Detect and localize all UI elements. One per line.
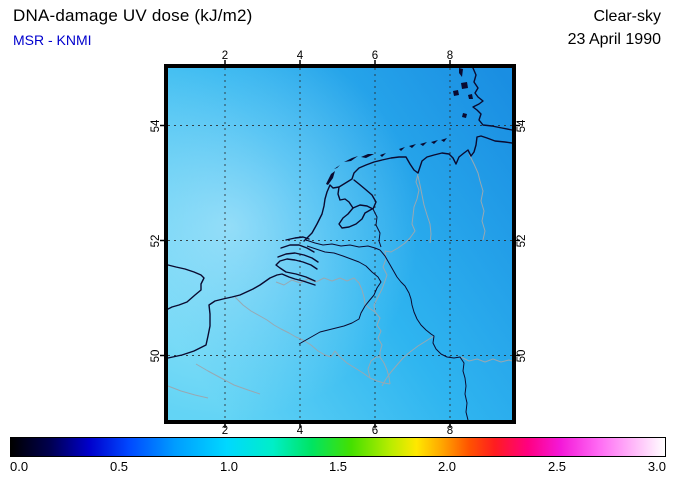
colorbar-tick-label: 0.0 (10, 459, 29, 474)
border-be-de-lux (374, 311, 391, 385)
lat-tick-label-right: 50 (516, 349, 528, 363)
lon-tick-label-top: 4 (296, 50, 304, 62)
colorbar-tick-label: 0.5 (109, 459, 129, 474)
river-waal-rhine-nl (305, 239, 381, 251)
island-terschelling (344, 156, 358, 162)
coast-voorne (285, 236, 310, 241)
lat-tick-label-left: 52 (150, 234, 162, 248)
island-texel (326, 171, 335, 185)
river-moselle (381, 335, 435, 387)
colorbar (10, 437, 666, 457)
island-norderney (420, 142, 427, 146)
island-pellworm (468, 94, 473, 99)
axis-tick-marks (160, 60, 520, 428)
wadden-islands (326, 68, 473, 185)
coast-schouwen (277, 252, 319, 263)
island-langeoog (431, 140, 438, 144)
graticule-grid-lines (168, 68, 512, 420)
border-nl-de (373, 173, 420, 313)
uv-dose-field-highlight (168, 68, 512, 420)
lon-tick-label-top: 2 (221, 50, 229, 62)
coast-westerschelde-walcheren (275, 258, 318, 282)
river-somme (195, 363, 261, 395)
tick-marks-path (160, 60, 520, 428)
lat-tick-label-left: 50 (150, 349, 162, 363)
grid-lines-path (168, 68, 512, 420)
island-foehr (461, 82, 468, 89)
island-wangerooge (441, 138, 447, 142)
colorbar-tick-label: 1.0 (219, 459, 239, 474)
lon-tick-label-bottom: 2 (221, 425, 229, 437)
lon-tick-label-bottom: 8 (446, 425, 454, 437)
page-title: DNA-damage UV dose (kJ/m2) (13, 6, 253, 25)
river-oise (167, 385, 209, 399)
coast-markermeer-flevoland (338, 207, 373, 229)
border-be-nl (275, 277, 376, 313)
lon-tick-label-bottom: 6 (371, 425, 379, 437)
coast-holland-wadden-german-bight (303, 135, 513, 242)
lon-tick-label-top: 8 (446, 50, 454, 62)
coast-ijsselmeer (337, 179, 377, 210)
island-juist (409, 144, 416, 148)
coast-england (167, 264, 205, 310)
source-label: MSR - KNMI (13, 32, 92, 48)
border-fr-be (234, 296, 391, 385)
river-weser (468, 153, 486, 241)
colorbar-gradient (11, 438, 665, 456)
colorbar-tick-label: 1.5 (328, 459, 348, 474)
river-main (460, 356, 513, 363)
map-frame (164, 64, 516, 424)
lon-tick-label-bottom: 4 (296, 425, 304, 437)
island-schiermonnikoog (380, 153, 386, 157)
lat-tick-label-right: 54 (516, 119, 528, 133)
political-boundaries (167, 153, 513, 399)
river-rhine-de (379, 249, 469, 421)
river-maas-meuse (298, 245, 382, 345)
island-amrum (453, 90, 459, 96)
island-ameland (361, 154, 374, 158)
coast-goeree (280, 244, 315, 253)
island-nordstrand (462, 113, 467, 118)
coast-france-belgium (167, 273, 316, 359)
island-borkum (399, 147, 405, 151)
colorbar-tick-label: 2.5 (547, 459, 567, 474)
river-ems (417, 175, 432, 244)
map-canvas (160, 60, 520, 428)
lon-tick-label-top: 6 (371, 50, 379, 62)
coast-schleswig (472, 67, 513, 131)
lat-tick-label-right: 52 (516, 234, 528, 248)
river-ijssel (372, 208, 382, 248)
island-sylt (459, 68, 463, 77)
border-be-lux (367, 356, 380, 379)
date-label: 23 April 1990 (567, 31, 661, 48)
colorbar-tick-label: 2.0 (437, 459, 457, 474)
coastlines (167, 67, 513, 359)
rivers (298, 208, 469, 421)
sky-condition-label: Clear-sky (593, 8, 661, 25)
colorbar-tick-label: 3.0 (647, 459, 666, 474)
lat-tick-label-left: 54 (150, 119, 162, 133)
header-right: Clear-sky 23 April 1990 (568, 5, 661, 51)
